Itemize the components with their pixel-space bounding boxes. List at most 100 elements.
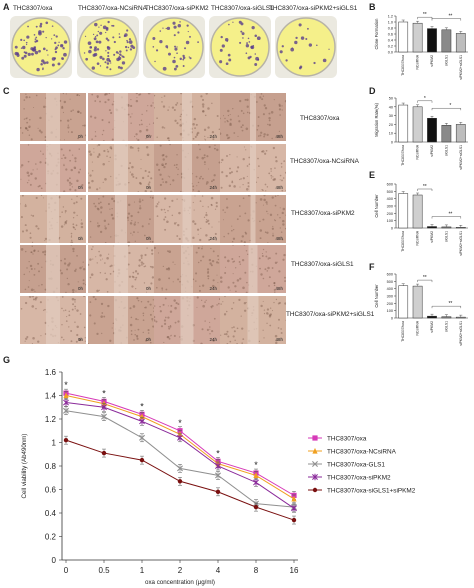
cell-speck [134, 270, 138, 273]
cell-speck [41, 283, 43, 286]
cell-speck [70, 168, 73, 172]
cell-speck [267, 258, 270, 260]
cell-speck [156, 117, 158, 119]
colony-dot [308, 43, 313, 47]
data-point [63, 392, 69, 399]
cell-speck [136, 272, 139, 275]
cell-speck [233, 260, 236, 263]
colony-dot [129, 48, 133, 51]
cell-speck [70, 118, 72, 121]
colony-dot [25, 41, 28, 44]
cell-speck [265, 255, 268, 258]
cell-speck [224, 256, 227, 259]
cell-speck [70, 131, 73, 134]
time-label: 0h [145, 185, 151, 190]
cell-speck [35, 296, 38, 299]
cell-speck [72, 303, 75, 306]
cell-speck [146, 134, 149, 137]
cell-speck [179, 336, 181, 338]
colony-dot [124, 33, 128, 37]
cell-speck [75, 201, 78, 204]
colony-dot [106, 66, 109, 69]
cell-speck [272, 232, 274, 234]
colony-dot [50, 38, 53, 40]
cell-speck [104, 242, 107, 243]
y-tick-label: 20 [389, 123, 393, 127]
colony-dot [197, 41, 199, 44]
cell-speck [201, 177, 204, 180]
cell-speck [204, 138, 206, 140]
cell-speck [259, 267, 261, 270]
cell-speck [67, 263, 70, 267]
y-tick-label: 1 [52, 439, 57, 448]
cell-speck [134, 329, 136, 331]
cell-speck [257, 124, 260, 127]
cell-speck [29, 236, 32, 239]
cell-speck [280, 331, 283, 334]
cell-speck [147, 332, 150, 334]
cell-speck [211, 259, 215, 263]
cell-speck [150, 177, 153, 180]
cell-speck [30, 172, 33, 176]
cell-speck [100, 210, 102, 213]
cell-speck [212, 339, 215, 342]
cell-speck [79, 266, 82, 270]
cell-speck [130, 173, 134, 176]
cell-speck [31, 245, 34, 248]
bar [441, 316, 452, 319]
cell-speck [179, 115, 182, 118]
cell-speck [88, 263, 90, 266]
cell-speck [218, 221, 220, 223]
cell-speck [152, 325, 154, 328]
cell-speck [77, 110, 80, 113]
cell-speck [194, 135, 197, 138]
cell-speck [237, 166, 240, 169]
cell-speck [140, 254, 143, 257]
cell-speck [66, 315, 68, 318]
cell-speck [165, 155, 168, 158]
cell-speck [232, 302, 235, 304]
data-point [101, 450, 107, 456]
colony-dot [177, 23, 182, 28]
colony-dot [257, 58, 260, 61]
colony-dot [159, 40, 163, 44]
cell-speck [107, 223, 110, 226]
significance-bracket [417, 100, 433, 103]
cell-speck [226, 120, 228, 122]
cell-speck [149, 196, 152, 198]
scratch-gap [250, 195, 256, 243]
data-point [139, 418, 145, 425]
data-point [291, 495, 297, 502]
cell-speck [151, 317, 154, 321]
scratch-image: 0h [88, 245, 154, 293]
cell-speck [166, 335, 169, 339]
colony-dot [242, 37, 244, 39]
cell-speck [80, 222, 84, 225]
cell-speck [30, 251, 32, 254]
cell-speck [232, 245, 234, 246]
cell-speck [89, 301, 92, 303]
cell-speck [256, 129, 259, 131]
cell-speck [137, 211, 140, 214]
colony-dot [118, 33, 121, 35]
cell-speck [128, 182, 130, 184]
cell-speck [211, 102, 213, 105]
colony-dot [107, 20, 110, 24]
scratch-image: 24h [154, 195, 220, 243]
colony-dot [118, 36, 121, 39]
time-label: 0h [145, 236, 151, 241]
cell-speck [240, 178, 242, 180]
cell-speck [258, 165, 260, 167]
cell-speck [99, 100, 102, 103]
cell-speck [205, 93, 208, 95]
colony-dot [295, 36, 298, 40]
cell-speck [29, 118, 31, 121]
time-label: 48h [275, 286, 283, 291]
x-tick-label: 0 [64, 566, 69, 575]
scratch-image: 24h [154, 144, 220, 192]
cell-speck [74, 301, 76, 303]
cell-speck [31, 296, 35, 298]
cell-speck [161, 289, 163, 291]
significance-marker: ** [448, 212, 452, 218]
cell-speck [35, 94, 38, 97]
